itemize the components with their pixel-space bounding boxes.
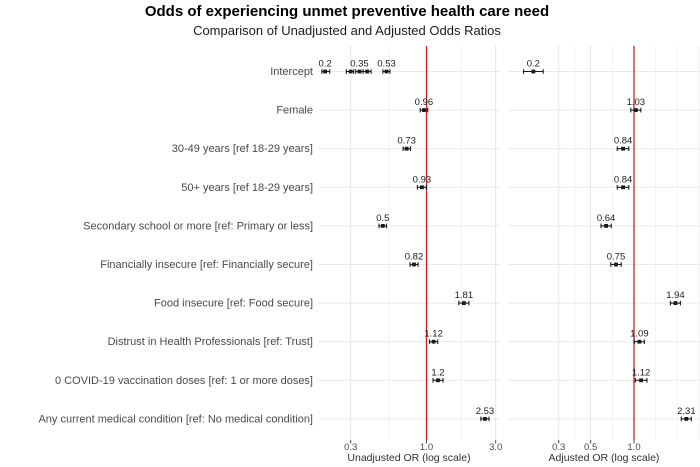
axis-tick-label: 1.0 [420,442,433,453]
point-marker [404,146,409,151]
value-label: 1.12 [424,329,443,340]
point-marker [614,262,618,267]
point-marker [461,301,466,305]
point-marker [436,378,440,383]
value-label: 2.31 [677,406,696,417]
axis-tick-label: 0.3 [552,442,565,453]
value-label: 0.84 [614,174,633,185]
value-label: 0.73 [397,136,416,147]
value-label: 2.53 [476,406,495,417]
point-marker [639,378,643,383]
point-marker [621,146,625,151]
point-marker [357,69,362,74]
point-marker [483,417,487,421]
value-label: 1.09 [630,329,649,340]
row-label: 30-49 years [ref 18-29 years] [172,143,313,155]
value-label: 0.64 [597,213,616,224]
value-label: 0.5 [376,213,389,224]
row-label: Any current medical condition [ref: No m… [38,413,313,425]
point-marker [684,417,689,421]
value-label: 0.35 [350,59,369,70]
point-marker [431,339,436,344]
point-marker [633,108,638,112]
row-label: Intercept [270,66,313,78]
x-axis-title: Unadjusted OR (log scale) [347,452,470,464]
point-marker [420,185,424,190]
chart-title: Odds of experiencing unmet preventive he… [144,3,550,20]
value-label: 1.03 [627,97,646,108]
value-label: 0.75 [607,252,626,263]
value-label: 1.12 [632,367,651,378]
value-label: 0.53 [377,59,396,70]
axis-tick-label: 1.0 [627,442,640,453]
point-marker [673,301,678,305]
point-marker [604,224,608,228]
value-label: 1.81 [455,290,474,301]
row-label: Distrust in Health Professionals [ref: T… [108,336,313,348]
value-label: 1.2 [431,367,444,378]
point-marker [380,224,385,228]
x-axis-title: Adjusted OR (log scale) [549,452,660,464]
row-label: Food insecure [ref: Food secure] [154,298,313,310]
point-marker [531,69,536,74]
axis-tick-label: 0.3 [344,442,357,453]
value-label: 0.93 [413,174,432,185]
axis-tick-label: 0.5 [584,442,597,453]
row-label: 50+ years [ref 18-29 years] [181,182,313,194]
row-label: Financially insecure [ref: Financially s… [100,259,313,271]
row-label: Female [276,105,313,117]
chart-subtitle: Comparison of Unadjusted and Adjusted Od… [193,23,501,38]
point-marker [422,108,426,112]
point-marker [621,185,625,190]
value-label: 0.84 [614,136,633,147]
point-marker [637,339,642,344]
value-label: 0.96 [415,97,434,108]
point-marker [365,69,370,74]
row-label: 0 COVID-19 vaccination doses [ref: 1 or … [55,375,313,387]
axis-tick-label: 3.0 [489,442,502,453]
point-marker [384,69,389,74]
value-label: 0.2 [319,59,332,70]
point-marker [348,69,353,74]
value-label: 0.2 [527,59,540,70]
point-marker [412,262,416,267]
value-label: 0.82 [405,252,424,263]
point-marker [323,69,328,74]
value-label: 1.94 [666,290,685,301]
row-label: Secondary school or more [ref: Primary o… [83,220,313,232]
